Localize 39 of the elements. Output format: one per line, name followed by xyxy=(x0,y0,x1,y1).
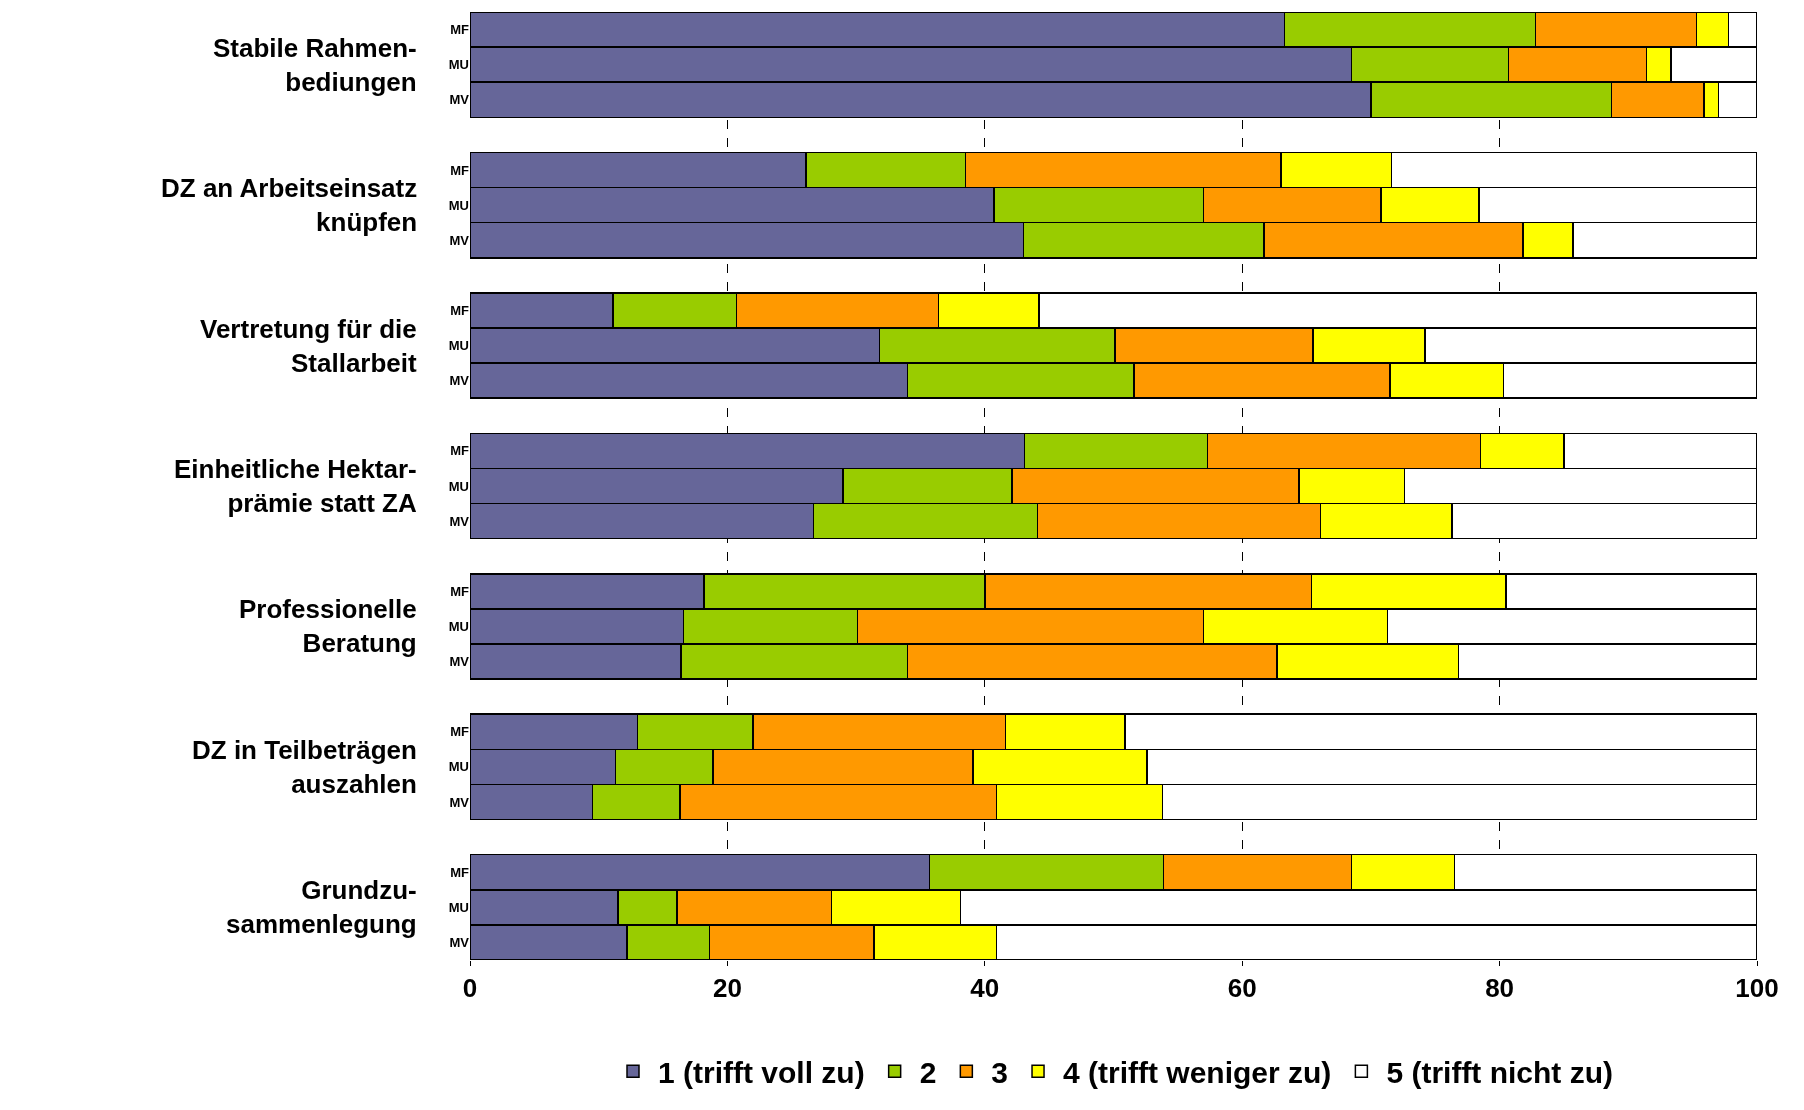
text: Einheitliche Hektar- prämie statt ZA xyxy=(174,454,417,518)
y-tick-label: MU xyxy=(448,57,469,73)
x-tick-label: 80 xyxy=(1485,973,1515,1004)
y-tick-label: MF xyxy=(450,864,470,880)
y-tick-label: MF xyxy=(450,724,470,740)
x-tick-label: 20 xyxy=(712,973,742,1004)
text: Professionelle Beratung xyxy=(239,594,417,658)
y-tick-label: MV xyxy=(449,794,470,810)
y-tick-label: MF xyxy=(450,583,470,599)
y-tick-label: MU xyxy=(448,759,469,775)
text: Stabile Rahmen- bediungen xyxy=(213,33,417,97)
x-tick-label: 100 xyxy=(1735,973,1779,1004)
x-tick-label: 0 xyxy=(462,973,478,1004)
y-tick-label: MU xyxy=(448,618,469,634)
text: DZ in Teilbeträgen auszahlen xyxy=(192,735,417,799)
y-tick-label: MF xyxy=(450,162,470,178)
text: Grundzu- sammenlegung xyxy=(226,875,417,939)
x-tick-label: 40 xyxy=(970,973,1000,1004)
y-tick-label: MF xyxy=(450,22,470,38)
y-tick-label: MV xyxy=(449,513,470,529)
legend-label: 5 (trifft nicht zu) xyxy=(1386,1056,1614,1090)
y-tick-label: MV xyxy=(449,232,470,248)
y-tick-label: MU xyxy=(448,478,469,494)
legend-label: 1 (trifft voll zu) xyxy=(658,1056,865,1090)
y-tick-label: MV xyxy=(449,654,470,670)
y-tick-label: MU xyxy=(448,338,469,354)
y-tick-label: MU xyxy=(448,197,469,213)
y-tick-label: MV xyxy=(449,934,470,950)
y-tick-label: MV xyxy=(449,373,470,389)
text: DZ an Arbeitseinsatz knüpfen xyxy=(161,173,418,237)
legend-label: 2 xyxy=(919,1056,937,1090)
y-tick-label: MF xyxy=(450,443,470,459)
y-tick-label: MU xyxy=(448,899,469,915)
legend-label: 3 xyxy=(991,1056,1009,1090)
y-tick-label: MV xyxy=(449,92,470,108)
legend-label: 4 (trifft weniger zu) xyxy=(1063,1056,1332,1090)
x-tick-label: 60 xyxy=(1227,973,1257,1004)
y-tick-label: MF xyxy=(450,302,470,318)
text: Vertretung für die Stallarbeit xyxy=(200,314,418,378)
